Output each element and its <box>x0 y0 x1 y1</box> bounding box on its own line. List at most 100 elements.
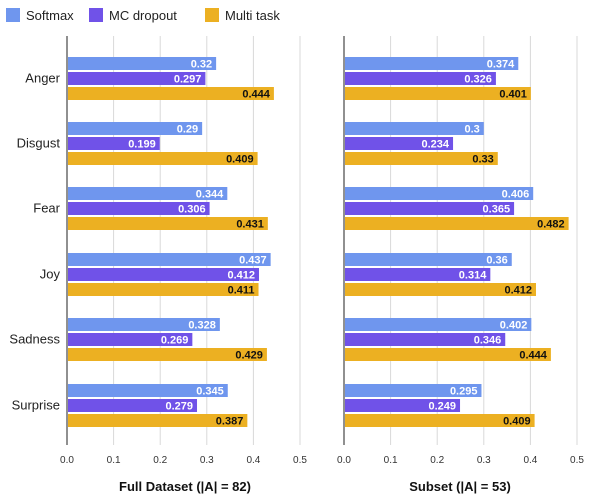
legend-swatch <box>89 8 103 22</box>
bar <box>68 399 198 412</box>
data-label: 0.444 <box>519 350 547 362</box>
chart-title: Subset (|A| = 53) <box>409 479 511 494</box>
data-label: 0.387 <box>216 416 244 428</box>
data-label: 0.412 <box>504 285 532 297</box>
legend-swatch <box>205 8 219 22</box>
bar <box>345 152 498 165</box>
bar <box>345 399 461 412</box>
category-label: Joy <box>40 267 61 282</box>
data-label: 0.199 <box>128 139 156 151</box>
bar <box>345 137 454 150</box>
bar <box>68 57 217 70</box>
data-label: 0.249 <box>429 401 457 413</box>
data-label: 0.314 <box>459 270 487 282</box>
x-tick-label: 0.0 <box>60 455 74 466</box>
bar <box>345 122 484 135</box>
legend-swatch <box>6 8 20 22</box>
category-label: Surprise <box>12 398 60 413</box>
data-label: 0.297 <box>174 74 202 86</box>
x-tick-label: 0.2 <box>153 455 167 466</box>
chart-title: Full Dataset (|A| = 82) <box>119 479 251 494</box>
bar <box>345 72 496 85</box>
data-label: 0.32 <box>191 59 212 71</box>
data-label: 0.344 <box>196 189 224 201</box>
bar <box>345 414 535 427</box>
data-label: 0.402 <box>500 320 528 332</box>
data-label: 0.437 <box>239 255 267 267</box>
data-label: 0.279 <box>165 401 193 413</box>
category-label: Fear <box>33 201 60 216</box>
bar <box>345 87 531 100</box>
data-label: 0.33 <box>472 154 493 166</box>
x-tick-label: 0.5 <box>293 455 307 466</box>
data-label: 0.328 <box>188 320 216 332</box>
chart-panel-1: 0.0 0.1 0.2 0.3 0.4 0.5 Anger Disgust Fear Joy Sad… <box>9 36 307 494</box>
data-label: 0.36 <box>486 255 507 267</box>
legend-item: MC dropout <box>89 8 177 23</box>
bar <box>68 384 228 397</box>
bar <box>345 57 519 70</box>
bar <box>68 253 271 266</box>
data-label: 0.406 <box>502 189 530 201</box>
bar <box>68 268 259 281</box>
chart-panel-2: 0.0 0.1 0.2 0.3 0.4 0.5 0.374 0.3 0.406 0.36 0.402… <box>337 36 584 494</box>
bar <box>345 283 536 296</box>
bar <box>68 152 258 165</box>
bar <box>68 87 274 100</box>
x-tick-label: 0.1 <box>107 455 121 466</box>
data-label: 0.409 <box>226 154 254 166</box>
data-label: 0.374 <box>487 59 515 71</box>
legend-label: MC dropout <box>109 8 177 23</box>
data-label: 0.3 <box>465 124 480 136</box>
category-label: Disgust <box>17 136 61 151</box>
data-label: 0.306 <box>178 204 206 216</box>
data-label: 0.409 <box>503 416 531 428</box>
data-label: 0.29 <box>177 124 198 136</box>
bar <box>345 333 506 346</box>
data-label: 0.412 <box>227 270 255 282</box>
data-label: 0.411 <box>228 285 255 297</box>
x-tick-label: 0.5 <box>570 455 584 466</box>
bar <box>68 202 210 215</box>
bar <box>68 318 220 331</box>
bar <box>345 187 534 200</box>
x-tick-label: 0.1 <box>384 455 398 466</box>
data-label: 0.429 <box>235 350 263 362</box>
bar <box>68 333 193 346</box>
bar <box>68 187 228 200</box>
bar <box>68 348 267 361</box>
x-tick-label: 0.3 <box>200 455 214 466</box>
bar <box>345 202 515 215</box>
data-label: 0.345 <box>196 386 224 398</box>
bar <box>68 72 206 85</box>
data-label: 0.444 <box>242 89 270 101</box>
legend-item: Softmax <box>6 8 74 23</box>
data-label: 0.295 <box>450 386 478 398</box>
data-label: 0.431 <box>236 219 264 231</box>
bar <box>345 268 491 281</box>
data-label: 0.234 <box>422 139 450 151</box>
category-label: Anger <box>25 71 60 86</box>
data-label: 0.365 <box>483 204 511 216</box>
bar <box>68 414 248 427</box>
x-tick-label: 0.4 <box>246 455 260 466</box>
data-label: 0.482 <box>537 219 565 231</box>
bar <box>345 348 551 361</box>
x-tick-label: 0.3 <box>477 455 491 466</box>
x-tick-label: 0.4 <box>523 455 537 466</box>
bar <box>345 253 512 266</box>
bar <box>345 384 482 397</box>
bar <box>68 283 259 296</box>
bar <box>345 217 569 230</box>
bar <box>68 217 268 230</box>
bar <box>68 137 160 150</box>
data-label: 0.326 <box>464 74 492 86</box>
legend-label: Multi task <box>225 8 280 23</box>
legend-label: Softmax <box>26 8 74 23</box>
x-tick-label: 0.2 <box>430 455 444 466</box>
data-label: 0.269 <box>161 335 189 347</box>
category-label: Sadness <box>9 332 60 347</box>
legend-item: Multi task <box>205 8 280 23</box>
